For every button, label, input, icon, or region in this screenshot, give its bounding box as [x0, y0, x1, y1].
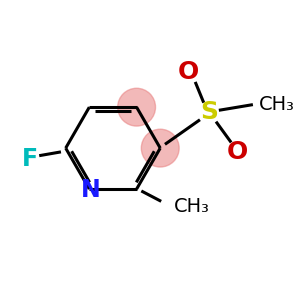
Circle shape [118, 88, 155, 126]
Text: S: S [200, 100, 218, 124]
Text: O: O [227, 140, 248, 164]
Text: N: N [80, 178, 100, 202]
Circle shape [141, 129, 179, 167]
Text: CH₃: CH₃ [173, 196, 209, 216]
Text: F: F [22, 148, 38, 172]
Text: O: O [178, 61, 199, 85]
Text: CH₃: CH₃ [259, 95, 294, 114]
